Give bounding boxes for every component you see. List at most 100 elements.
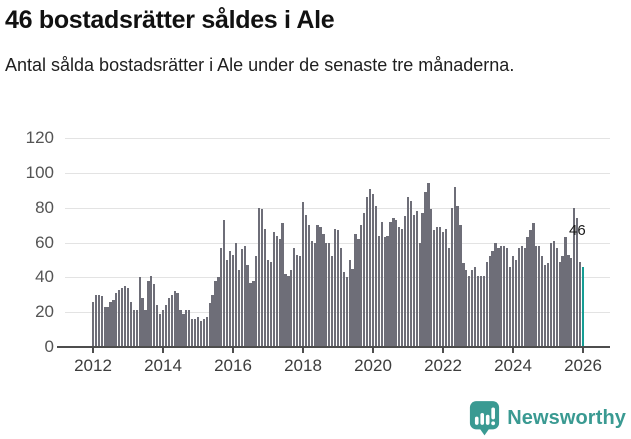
bar: [360, 225, 363, 347]
bar: [514, 259, 517, 347]
bar: [118, 289, 121, 347]
bar: [380, 221, 383, 347]
x-tick-label: 2024: [494, 356, 532, 375]
bar: [511, 256, 515, 347]
bar: [147, 280, 150, 347]
bar: [208, 303, 211, 347]
page-title: 46 bostadsrätter såldes i Ale: [5, 6, 335, 34]
bar: [345, 277, 348, 347]
bar: [94, 294, 97, 347]
bar: [167, 298, 170, 347]
bar: [415, 211, 418, 347]
bar: [196, 317, 200, 347]
bar: [374, 205, 377, 347]
bar: [316, 225, 319, 347]
bar: [185, 310, 188, 347]
bar: [164, 305, 167, 347]
newsworthy-chart-bubble-icon: [470, 401, 500, 436]
bar: [310, 240, 313, 347]
bar: [135, 310, 138, 347]
x-axis-line: [57, 346, 610, 348]
x-tick-label: 2012: [74, 356, 112, 375]
bar: [558, 261, 561, 347]
bar: [444, 228, 447, 347]
bar: [401, 228, 404, 347]
bar: [333, 228, 337, 347]
bar: [503, 245, 506, 347]
bar: [331, 256, 334, 347]
bar: [354, 233, 357, 347]
bar: [287, 275, 290, 347]
bar: [555, 247, 558, 347]
bar: [290, 270, 293, 347]
bar: [226, 259, 229, 347]
x-axis-tick: [302, 348, 304, 353]
bar: [234, 242, 237, 347]
bar: [272, 232, 275, 347]
x-tick-label: 2026: [564, 356, 602, 375]
x-tick-label: 2014: [144, 356, 182, 375]
bar: [541, 256, 544, 347]
y-tick-label: 100: [25, 162, 54, 182]
bar: [403, 216, 407, 347]
x-tick-label: 2022: [424, 356, 462, 375]
bar: [296, 254, 299, 347]
bar: [313, 242, 316, 347]
x-axis-tick: [512, 348, 514, 353]
bar: [112, 299, 115, 347]
bar: [529, 230, 532, 347]
bar: [532, 223, 535, 347]
bar: [546, 263, 550, 347]
bar: [576, 218, 579, 347]
bar: [307, 225, 310, 347]
y-tick-label: 60: [35, 232, 54, 252]
x-tick-label: 2020: [354, 356, 392, 375]
bar: [246, 265, 249, 347]
bar: [231, 254, 235, 347]
bar: [188, 310, 191, 347]
bar: [436, 226, 439, 347]
bar: [91, 301, 95, 347]
bar: [121, 287, 124, 347]
bar: [543, 265, 547, 347]
bar: [173, 291, 176, 347]
bar: [109, 301, 112, 347]
bar: [471, 270, 474, 347]
bar: [517, 247, 520, 347]
bar: [261, 209, 264, 347]
gridline: [65, 138, 610, 139]
bar: [567, 254, 570, 347]
bar: [377, 235, 380, 347]
bar: [220, 247, 223, 347]
bar: [339, 247, 342, 347]
bar: [161, 310, 165, 347]
bar: [351, 268, 354, 347]
bar: [450, 207, 453, 347]
bar: [129, 301, 132, 347]
bar: [100, 296, 103, 347]
y-tick-label: 0: [44, 337, 54, 356]
value-annotation: 46: [569, 222, 586, 239]
bar: [269, 261, 272, 347]
bar: [205, 317, 208, 347]
bar: [258, 207, 261, 347]
bar: [476, 275, 480, 347]
bar: [497, 247, 500, 347]
bar: [182, 313, 185, 347]
bar: [430, 209, 433, 347]
bar: [473, 266, 477, 347]
bar: [465, 270, 468, 347]
bar: [363, 212, 366, 347]
bar: [211, 294, 214, 347]
bar: [494, 242, 497, 347]
bar: [228, 251, 232, 347]
bar: [398, 226, 401, 347]
bar: [468, 275, 471, 347]
bar: [447, 247, 450, 347]
gridline: [65, 172, 610, 174]
bar: [126, 287, 130, 347]
bar: [223, 219, 226, 347]
bar: [214, 280, 217, 347]
bar: [106, 306, 109, 347]
